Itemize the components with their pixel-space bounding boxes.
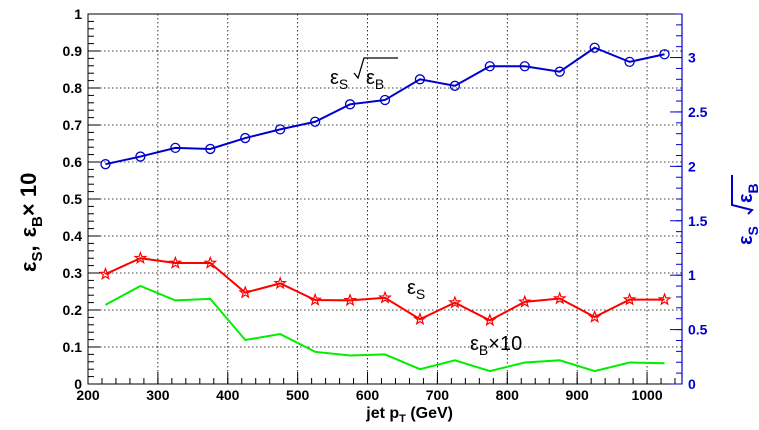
y-right-tick-label: 1.5: [688, 213, 708, 229]
point-eps_s_over_sqrt_eps_b: [379, 94, 391, 106]
x-tick-label: 200: [76, 387, 100, 403]
point-eps_s: [133, 250, 148, 265]
point-eps_s_over_sqrt_eps_b: [624, 56, 635, 68]
point-eps_s: [343, 293, 357, 307]
point-eps_s_over_sqrt_eps_b: [414, 74, 426, 85]
y-right-tick-label: 2: [688, 158, 696, 174]
y-left-tick-label: 0.6: [63, 154, 83, 170]
y-right-title-sqrt-icon: [731, 175, 754, 215]
point-eps_s: [98, 266, 113, 280]
y-left-tick-label: 0.9: [63, 43, 83, 59]
point-eps_s_over_sqrt_eps_b: [100, 159, 111, 170]
series-layer: [98, 42, 672, 373]
point-eps_s: [308, 292, 322, 306]
point-eps_s: [587, 309, 602, 323]
point-eps_s: [517, 294, 532, 308]
point-eps_s: [657, 292, 672, 306]
point-eps_s_over_sqrt_eps_b: [170, 142, 181, 154]
point-eps_s_over_sqrt_eps_b: [240, 132, 251, 144]
y-left-tick-label: 0.2: [63, 302, 83, 318]
point-eps_s_over_sqrt_eps_b: [659, 49, 670, 60]
point-eps_s_over_sqrt_eps_b: [554, 66, 565, 77]
y-left-tick-label: 0.3: [63, 265, 83, 281]
point-eps_s_over_sqrt_eps_b: [519, 61, 530, 72]
point-eps_s: [448, 295, 462, 309]
y-right-tick-label: 0.5: [688, 322, 708, 338]
svg-text:εS: εS: [735, 226, 759, 245]
y-right-tick-label: 1: [688, 267, 696, 283]
y-left-axis-title: εS,εB× 10: [16, 173, 46, 272]
annotation-sqrt-icon: [353, 57, 398, 80]
point-eps_s_over_sqrt_eps_b: [344, 99, 356, 110]
y-right-title-s: S: [745, 226, 759, 235]
y-right-title-eps2: ε: [735, 193, 757, 203]
y-right-tick-label: 0: [688, 376, 696, 392]
point-eps_s_over_sqrt_eps_b: [484, 61, 495, 72]
point-eps_s_over_sqrt_eps_b: [589, 42, 600, 53]
series-line-eps_s_over_sqrt_eps_b: [105, 46, 665, 166]
x-tick-label: 600: [356, 387, 380, 403]
point-eps_s: [552, 291, 567, 305]
y-left-tick-label: 1: [74, 6, 82, 22]
annotation-eps-s: εS: [407, 277, 425, 302]
y-left-tick-label: 0.1: [63, 339, 83, 355]
x-tick-label: 800: [496, 387, 520, 403]
point-eps_s: [203, 255, 218, 269]
point-eps_s: [238, 285, 253, 299]
x-axis-title: jet pT (GeV): [365, 405, 453, 425]
x-tick-label: 1000: [631, 387, 662, 403]
point-eps_s_over_sqrt_eps_b: [309, 116, 321, 127]
x-axis: 200 300 400 500 600 700 800 900 1000: [76, 372, 676, 403]
point-eps_s: [273, 276, 288, 290]
point-eps_s: [378, 290, 392, 304]
y-right-title-b: B: [745, 183, 759, 193]
y-right-axis-title: εS εB: [731, 175, 759, 245]
point-eps_s_over_sqrt_eps_b: [205, 143, 216, 155]
series-line-eps_s: [105, 257, 665, 322]
series-eps_s_over_sqrt_eps_b: [100, 42, 670, 170]
y-right-axis: 0 0.5 1 1.5 2 2.5 3: [670, 13, 708, 392]
y-left-tick-label: 0: [74, 376, 82, 392]
point-eps_s: [413, 312, 427, 326]
x-tick-label: 700: [426, 387, 450, 403]
series-eps_b_x10: [104, 284, 665, 373]
x-tick-label: 400: [216, 387, 240, 403]
y-left-tick-label: 0.4: [63, 228, 83, 244]
grid: [88, 14, 682, 384]
y-left-tick-label: 0.8: [63, 80, 83, 96]
x-tick-label: 900: [565, 387, 589, 403]
point-eps_s: [622, 292, 637, 306]
x-tick-label: 500: [286, 387, 310, 403]
annotation-ratio: εS εB: [330, 57, 398, 92]
svg-text:εB: εB: [366, 67, 384, 92]
series-eps_s: [98, 250, 672, 327]
x-tick-label: 300: [146, 387, 170, 403]
point-eps_s_over_sqrt_eps_b: [275, 124, 286, 135]
y-right-title-eps: ε: [735, 235, 757, 245]
svg-text:εS: εS: [330, 67, 348, 92]
annotation-eps-b: εB×10: [470, 333, 522, 358]
point-eps_s_over_sqrt_eps_b: [135, 151, 146, 162]
point-eps_s: [168, 255, 183, 269]
y-right-tick-label: 2.5: [688, 104, 708, 120]
y-right-tick-label: 3: [688, 50, 696, 66]
y-left-axis: 0 0.1 0.2 0.3 0.4 0.5 0.6 0.7 0.8 0.9 1: [63, 6, 100, 392]
point-eps_s: [482, 313, 497, 327]
svg-text:εB: εB: [735, 183, 759, 203]
y-left-tick-label: 0.7: [63, 117, 83, 133]
y-left-tick-label: 0.5: [63, 191, 83, 207]
point-eps_s_over_sqrt_eps_b: [449, 80, 461, 91]
